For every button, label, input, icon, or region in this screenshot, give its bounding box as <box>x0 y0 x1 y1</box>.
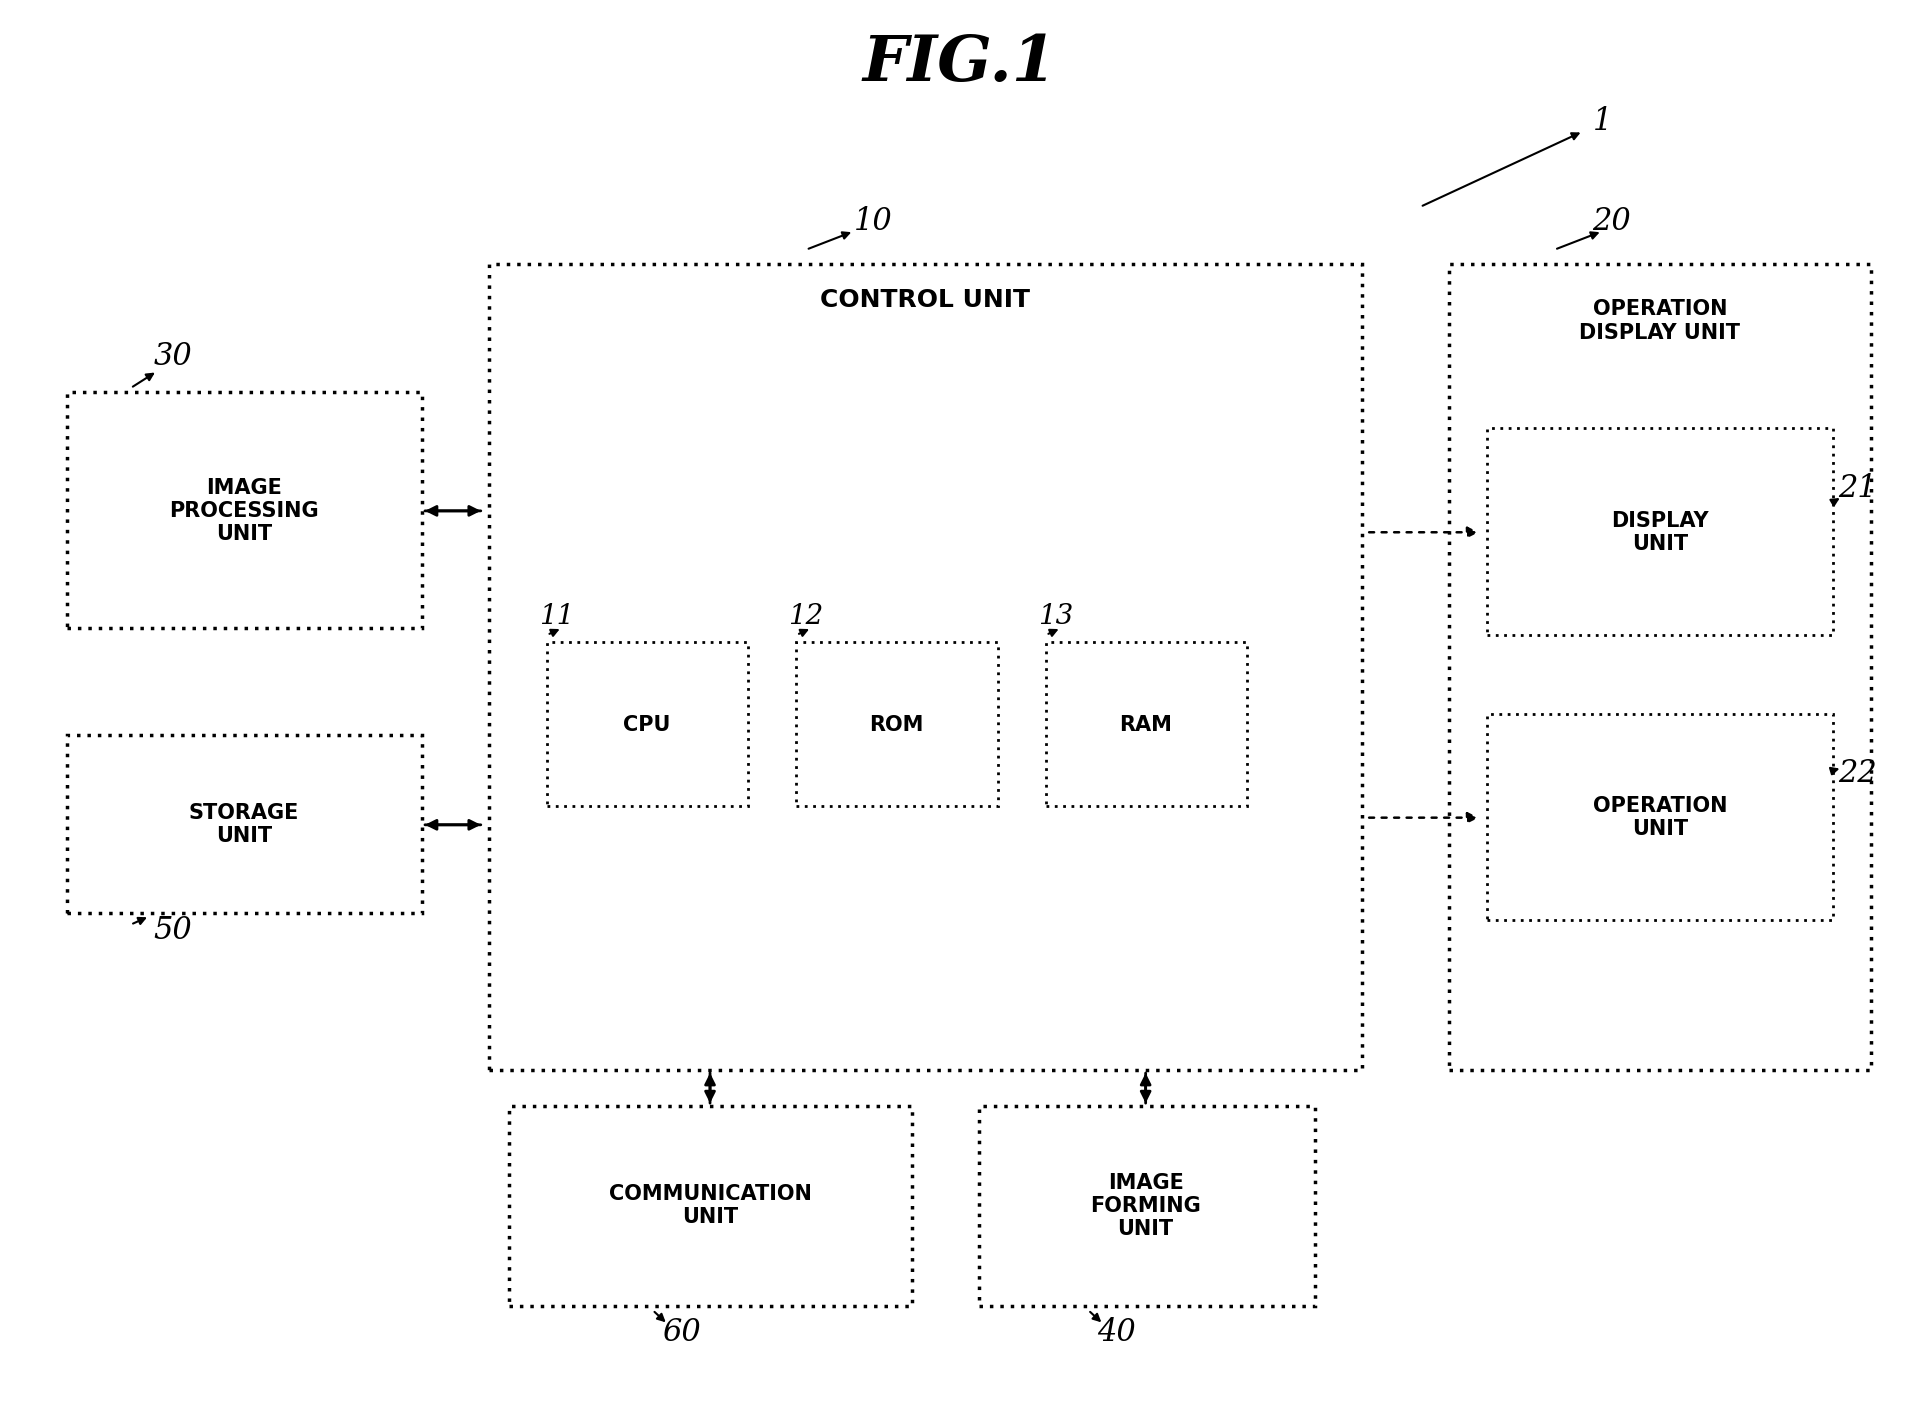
Bar <box>1487 428 1833 635</box>
FancyArrowPatch shape <box>1556 233 1599 248</box>
Text: 22: 22 <box>1838 758 1877 789</box>
Text: 11: 11 <box>539 604 574 629</box>
Bar <box>67 392 422 628</box>
Bar <box>1487 714 1833 920</box>
FancyArrowPatch shape <box>1368 813 1476 822</box>
FancyArrowPatch shape <box>1090 1311 1100 1321</box>
Bar <box>67 735 422 913</box>
Text: 30: 30 <box>154 341 192 372</box>
Text: 1: 1 <box>1593 106 1612 137</box>
FancyArrowPatch shape <box>428 821 482 829</box>
Text: COMMUNICATION
UNIT: COMMUNICATION UNIT <box>608 1184 812 1227</box>
Bar <box>509 1106 912 1306</box>
FancyArrowPatch shape <box>1831 499 1838 505</box>
FancyArrowPatch shape <box>424 507 478 515</box>
Text: DISPLAY
UNIT: DISPLAY UNIT <box>1612 511 1708 554</box>
Text: ROM: ROM <box>869 715 923 735</box>
FancyArrowPatch shape <box>808 233 850 248</box>
FancyArrowPatch shape <box>1422 133 1579 205</box>
Text: 10: 10 <box>854 205 892 237</box>
Text: 12: 12 <box>789 604 823 629</box>
Bar <box>796 642 998 806</box>
Text: CONTROL UNIT: CONTROL UNIT <box>819 288 1031 311</box>
Bar <box>1449 264 1871 1070</box>
Text: IMAGE
PROCESSING
UNIT: IMAGE PROCESSING UNIT <box>169 478 319 544</box>
FancyArrowPatch shape <box>1831 768 1836 775</box>
Bar <box>1046 642 1247 806</box>
FancyArrowPatch shape <box>1368 528 1476 537</box>
Text: 20: 20 <box>1593 205 1631 237</box>
Text: 60: 60 <box>662 1317 700 1349</box>
FancyArrowPatch shape <box>424 821 478 829</box>
FancyArrowPatch shape <box>1048 629 1057 636</box>
Text: 21: 21 <box>1838 472 1877 504</box>
FancyArrowPatch shape <box>132 374 154 387</box>
Text: OPERATION
DISPLAY UNIT: OPERATION DISPLAY UNIT <box>1579 300 1741 342</box>
Text: FIG.1: FIG.1 <box>862 33 1057 96</box>
FancyArrowPatch shape <box>706 1076 714 1103</box>
Text: OPERATION
UNIT: OPERATION UNIT <box>1593 796 1727 839</box>
Text: 40: 40 <box>1098 1317 1136 1349</box>
FancyArrowPatch shape <box>132 918 146 923</box>
FancyArrowPatch shape <box>1142 1073 1149 1100</box>
Text: IMAGE
FORMING
UNIT: IMAGE FORMING UNIT <box>1090 1173 1201 1239</box>
Bar <box>489 264 1362 1070</box>
Text: STORAGE
UNIT: STORAGE UNIT <box>188 803 299 846</box>
Text: RAM: RAM <box>1119 715 1173 735</box>
FancyArrowPatch shape <box>654 1311 664 1321</box>
FancyArrowPatch shape <box>706 1073 714 1100</box>
Text: 50: 50 <box>154 915 192 946</box>
FancyArrowPatch shape <box>1142 1076 1149 1103</box>
Text: CPU: CPU <box>624 715 670 735</box>
Text: 13: 13 <box>1038 604 1073 629</box>
Bar <box>979 1106 1315 1306</box>
FancyArrowPatch shape <box>798 629 808 636</box>
FancyArrowPatch shape <box>549 629 558 636</box>
Bar <box>547 642 748 806</box>
FancyArrowPatch shape <box>428 507 482 515</box>
